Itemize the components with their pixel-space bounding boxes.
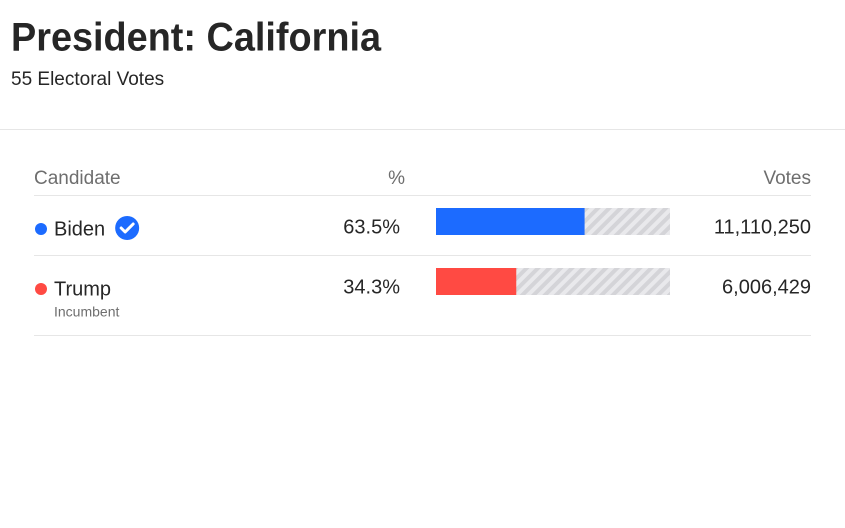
candidate-dot bbox=[35, 223, 47, 235]
votes: 6,006,429 bbox=[722, 276, 811, 298]
column-header: % bbox=[388, 168, 405, 189]
title: President: California bbox=[11, 16, 382, 60]
column-header: Candidate bbox=[34, 168, 121, 189]
votes: 11,110,250 bbox=[714, 216, 811, 238]
column-header: Votes bbox=[763, 168, 811, 189]
percent: 63.5% bbox=[343, 216, 400, 238]
candidate-dot bbox=[35, 283, 47, 295]
candidate-name: Biden bbox=[54, 218, 105, 240]
winner-check-mark bbox=[119, 222, 135, 234]
percent: 34.3% bbox=[343, 276, 400, 298]
bar bbox=[436, 268, 517, 295]
candidate-note: Incumbent bbox=[54, 304, 119, 320]
bar bbox=[436, 208, 585, 235]
subtitle: 55 Electoral Votes bbox=[11, 69, 164, 90]
candidate-name: Trump bbox=[54, 278, 111, 300]
